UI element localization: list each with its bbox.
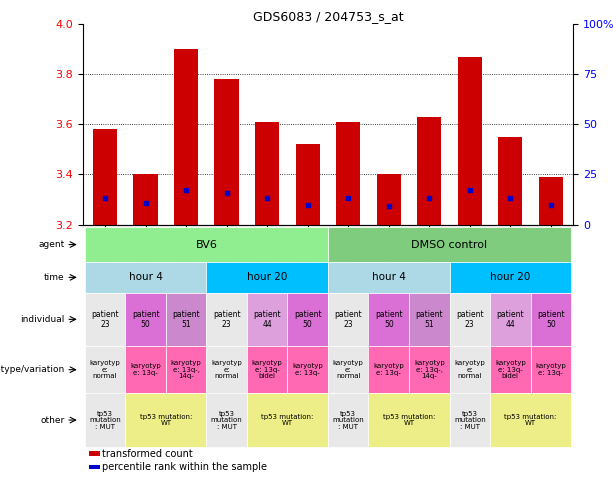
Text: agent: agent (38, 240, 64, 249)
Bar (449, 293, 490, 346)
Bar (458, 57, 482, 225)
Text: hour 20: hour 20 (490, 272, 530, 283)
Text: patient
23: patient 23 (456, 310, 484, 329)
Text: karyotyp
e:
normal: karyotyp e: normal (211, 360, 242, 379)
Text: karyotyp
e: 13q-
bidel: karyotyp e: 13q- bidel (495, 360, 526, 379)
Bar (134, 174, 158, 225)
Text: individual: individual (20, 315, 64, 324)
Text: patient
50: patient 50 (132, 310, 159, 329)
Text: tp53 mutation:
WT: tp53 mutation: WT (261, 414, 314, 426)
Bar (409, 293, 449, 346)
Bar (336, 122, 360, 225)
Text: tp53 mutation:
WT: tp53 mutation: WT (383, 414, 435, 426)
Bar (328, 393, 368, 447)
Text: DMSO control: DMSO control (411, 240, 487, 250)
Bar (125, 346, 166, 393)
Bar (166, 293, 207, 346)
Bar (89, 465, 100, 469)
Text: karyotyp
e: 13q-: karyotyp e: 13q- (130, 363, 161, 376)
Text: karyotyp
e: 13q-: karyotyp e: 13q- (292, 363, 323, 376)
Text: tp53
mutation
: MUT: tp53 mutation : MUT (89, 411, 121, 429)
Bar (207, 346, 247, 393)
Text: karyotyp
e:
normal: karyotyp e: normal (89, 360, 120, 379)
Text: patient
44: patient 44 (253, 310, 281, 329)
Bar (174, 49, 198, 225)
Text: karyotyp
e:
normal: karyotyp e: normal (454, 360, 485, 379)
Text: patient
44: patient 44 (497, 310, 524, 329)
Bar (215, 79, 239, 225)
Bar (295, 144, 320, 225)
Bar (85, 346, 125, 393)
Bar (255, 122, 280, 225)
Text: hour 4: hour 4 (372, 272, 406, 283)
Bar (409, 346, 449, 393)
Text: genotype/variation: genotype/variation (0, 365, 64, 374)
Text: patient
23: patient 23 (213, 310, 240, 329)
Text: time: time (44, 273, 64, 282)
Bar (531, 293, 571, 346)
Text: patient
23: patient 23 (335, 310, 362, 329)
Bar (368, 393, 449, 447)
Text: tp53
mutation
: MUT: tp53 mutation : MUT (211, 411, 243, 429)
Text: karyotyp
e: 13q-
bidel: karyotyp e: 13q- bidel (252, 360, 283, 379)
Bar (490, 293, 531, 346)
Bar (368, 293, 409, 346)
Bar (490, 393, 571, 447)
Text: tp53
mutation
: MUT: tp53 mutation : MUT (454, 411, 485, 429)
Text: hour 4: hour 4 (129, 272, 162, 283)
Text: tp53 mutation:
WT: tp53 mutation: WT (504, 414, 557, 426)
Text: tp53 mutation:
WT: tp53 mutation: WT (140, 414, 192, 426)
Bar (376, 174, 401, 225)
Text: tp53
mutation
: MUT: tp53 mutation : MUT (332, 411, 364, 429)
Bar (328, 346, 368, 393)
Text: percentile rank within the sample: percentile rank within the sample (102, 462, 267, 472)
Bar (328, 227, 571, 262)
Bar (125, 293, 166, 346)
Text: patient
50: patient 50 (375, 310, 403, 329)
Bar (125, 393, 207, 447)
Text: karyotyp
e:
normal: karyotyp e: normal (333, 360, 364, 379)
Bar (287, 293, 328, 346)
Bar (449, 262, 571, 293)
Text: other: other (40, 415, 64, 425)
Title: GDS6083 / 204753_s_at: GDS6083 / 204753_s_at (253, 10, 403, 23)
Bar (368, 346, 409, 393)
Text: patient
50: patient 50 (294, 310, 321, 329)
Bar (498, 137, 522, 225)
Bar (449, 393, 490, 447)
Bar (328, 262, 449, 293)
Text: patient
50: patient 50 (537, 310, 565, 329)
Bar (328, 293, 368, 346)
Bar (417, 117, 441, 225)
Text: patient
51: patient 51 (416, 310, 443, 329)
Text: karyotyp
e: 13q-: karyotyp e: 13q- (536, 363, 566, 376)
Bar (85, 227, 328, 262)
Bar (93, 129, 117, 225)
Text: BV6: BV6 (196, 240, 217, 250)
Text: hour 20: hour 20 (247, 272, 287, 283)
Bar (207, 262, 328, 293)
Bar (287, 346, 328, 393)
Bar (247, 346, 287, 393)
Text: karyotyp
e: 13q-: karyotyp e: 13q- (373, 363, 404, 376)
Bar (85, 262, 207, 293)
Bar (449, 346, 490, 393)
Text: transformed count: transformed count (102, 449, 193, 458)
Text: karyotyp
e: 13q-,
14q-: karyotyp e: 13q-, 14q- (414, 360, 444, 379)
Bar (166, 346, 207, 393)
Bar (247, 393, 328, 447)
Bar (531, 346, 571, 393)
Bar (539, 177, 563, 225)
Bar (490, 346, 531, 393)
Bar (247, 293, 287, 346)
Bar (207, 293, 247, 346)
Bar (85, 393, 125, 447)
Bar (89, 451, 100, 456)
Text: patient
23: patient 23 (91, 310, 119, 329)
Bar (207, 393, 247, 447)
Bar (85, 293, 125, 346)
Text: patient
51: patient 51 (172, 310, 200, 329)
Text: karyotyp
e: 13q-,
14q-: karyotyp e: 13q-, 14q- (171, 360, 202, 379)
